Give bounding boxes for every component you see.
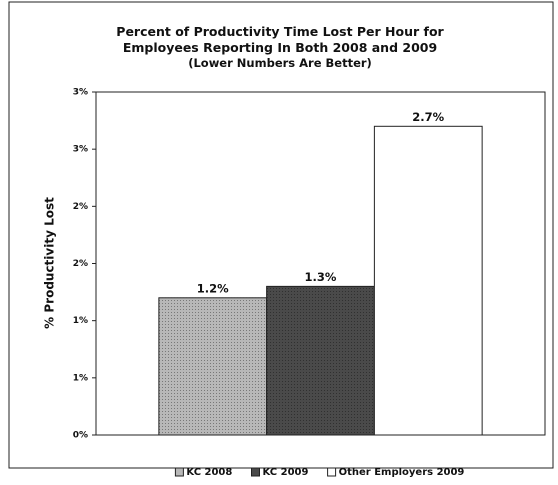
chart-subtitle: (Lower Numbers Are Better) [188,56,372,70]
bar-texture [266,286,375,435]
y-tick-label: 3% [73,88,88,98]
y-tick-label: 1% [73,316,88,326]
data-label: 2.7% [412,110,444,124]
y-tick-label: 1% [73,373,88,383]
y-tick-label: 3% [73,145,88,155]
data-label: 1.2% [197,281,229,295]
legend-swatch [327,467,337,477]
legend-label: KC 2009 [263,467,309,478]
chart-title: Percent of Productivity Time Lost Per Ho… [116,24,444,55]
data-label: 1.3% [305,270,337,284]
y-axis-label: % Productivity Lost [43,197,57,329]
chart-frame [8,1,554,469]
bar [373,125,483,436]
legend-swatch [174,467,184,477]
legend-label: Other Employers 2009 [339,467,465,478]
y-tick-label: 2% [73,259,88,269]
legend-label: KC 2008 [186,467,232,478]
y-tick-label: 2% [73,202,88,212]
bar-texture [158,297,267,435]
y-tick-label: 0% [73,431,88,441]
legend-swatch [251,467,260,477]
